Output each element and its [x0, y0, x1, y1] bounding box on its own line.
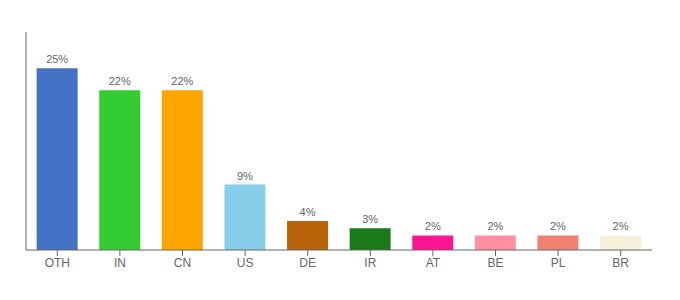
- svg-text:OTH: OTH: [45, 256, 70, 270]
- svg-text:AT: AT: [426, 256, 441, 270]
- svg-text:DE: DE: [299, 256, 316, 270]
- svg-text:IR: IR: [364, 256, 376, 270]
- svg-text:25%: 25%: [46, 53, 68, 65]
- svg-text:9%: 9%: [237, 170, 253, 182]
- svg-text:BE: BE: [487, 256, 503, 270]
- svg-text:CN: CN: [174, 256, 191, 270]
- svg-text:2%: 2%: [550, 220, 566, 232]
- svg-text:PL: PL: [551, 256, 566, 270]
- svg-text:2%: 2%: [425, 220, 441, 232]
- svg-text:3%: 3%: [362, 213, 378, 225]
- svg-text:2%: 2%: [613, 220, 629, 232]
- svg-text:BR: BR: [612, 256, 629, 270]
- svg-text:4%: 4%: [300, 206, 316, 218]
- svg-text:22%: 22%: [109, 75, 131, 87]
- svg-text:IN: IN: [114, 256, 126, 270]
- svg-text:2%: 2%: [487, 220, 503, 232]
- svg-text:US: US: [237, 256, 254, 270]
- svg-text:22%: 22%: [171, 75, 193, 87]
